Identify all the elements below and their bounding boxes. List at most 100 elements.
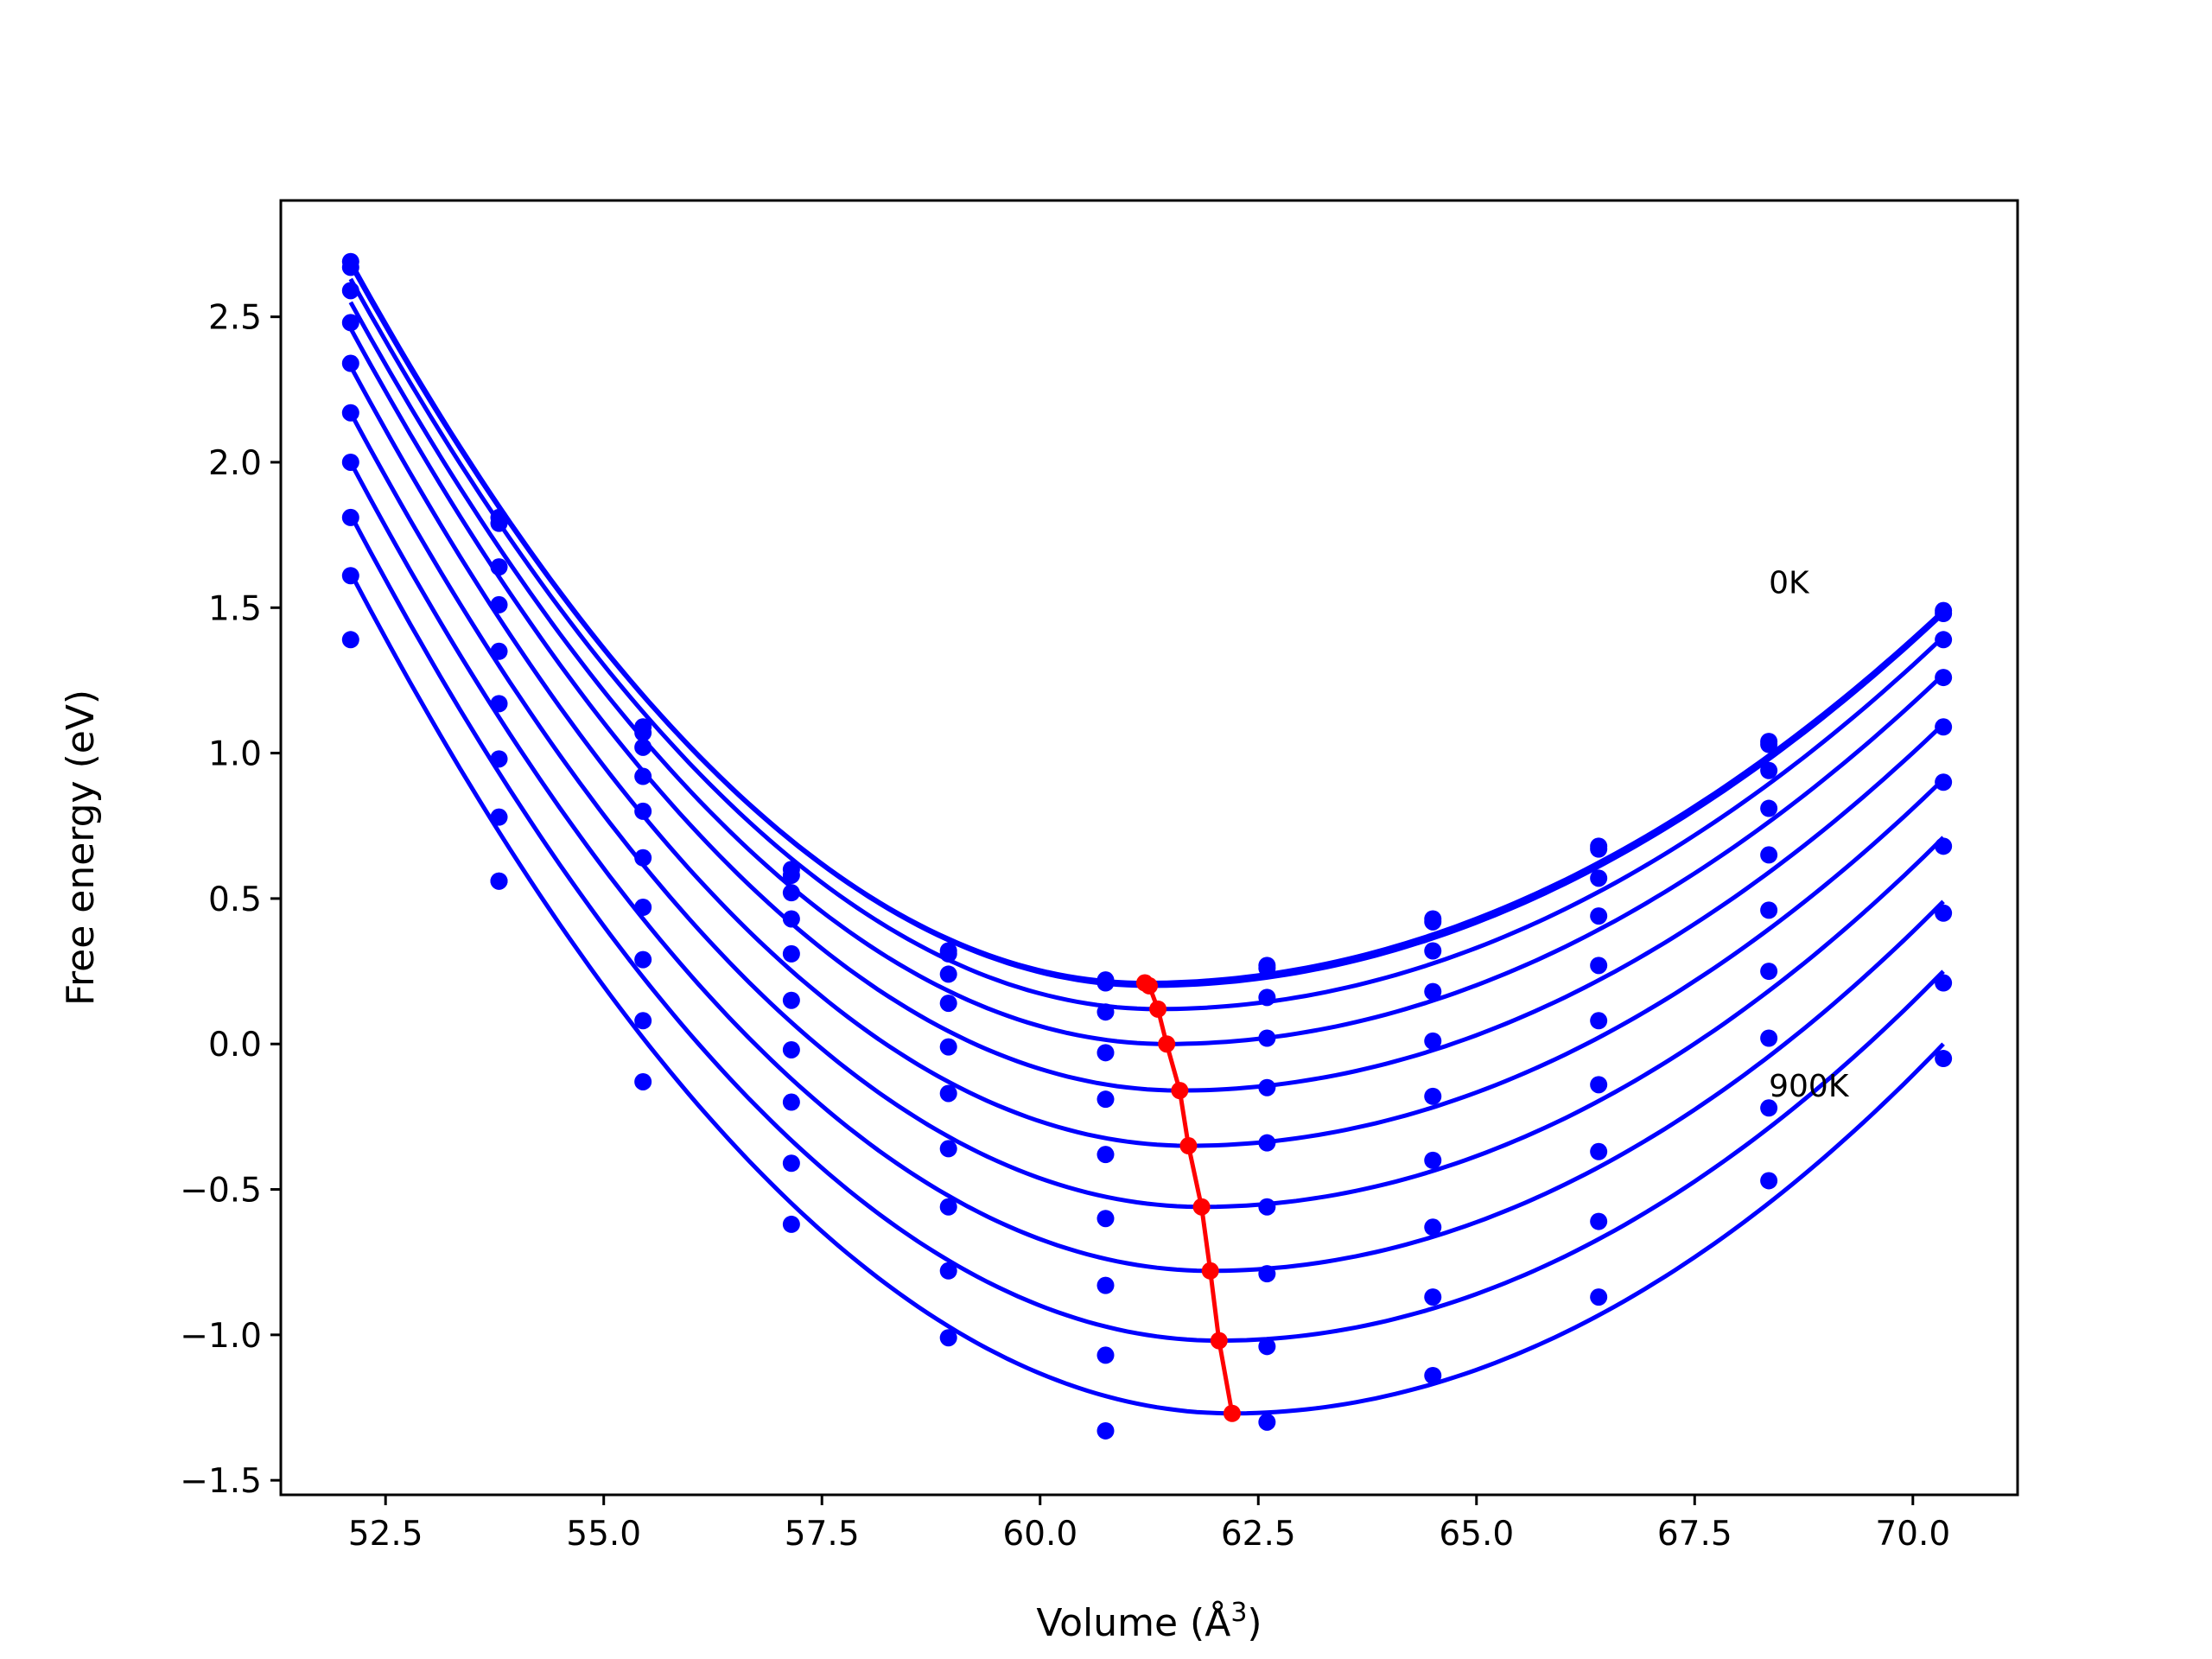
data-point-5-8 xyxy=(1590,1012,1608,1030)
data-point-3-4 xyxy=(939,995,957,1013)
data-point-5-10 xyxy=(1935,773,1953,791)
fitted-curves xyxy=(348,260,1945,1416)
data-point-5-5 xyxy=(1096,1146,1115,1164)
x-axis-label-superscript: 3 xyxy=(1230,1598,1247,1628)
x-tick-label-6: 67.5 xyxy=(1657,1515,1732,1554)
y-tick-label-6: 1.5 xyxy=(208,589,262,628)
y-tick-label-7: 2.0 xyxy=(208,444,262,483)
minima-point-4 xyxy=(1171,1082,1189,1100)
data-point-7-2 xyxy=(634,950,652,969)
data-point-2-6 xyxy=(1258,988,1276,1007)
data-point-7-6 xyxy=(1258,1265,1276,1283)
data-point-6-9 xyxy=(1760,963,1778,981)
curve-9 xyxy=(348,571,1945,1416)
data-point-8-6 xyxy=(1258,1338,1276,1356)
annotations: 0K 900K xyxy=(1769,565,1850,1103)
y-tick-label-8: 2.5 xyxy=(208,299,262,338)
y-axis-label: Free energy (eV) xyxy=(59,690,103,1006)
data-point-9-10 xyxy=(1935,1050,1953,1068)
data-point-2-5 xyxy=(1096,1003,1115,1021)
x-tick-label-5: 65.0 xyxy=(1439,1515,1514,1554)
y-tick-label-5: 1.0 xyxy=(208,735,262,774)
data-point-8-7 xyxy=(1424,1288,1442,1306)
x-tick-label-2: 57.5 xyxy=(785,1515,860,1554)
data-point-1-1 xyxy=(490,514,508,532)
curve-1 xyxy=(348,263,1945,988)
data-point-9-2 xyxy=(634,1072,652,1090)
data-point-2-9 xyxy=(1760,761,1778,779)
minima-point-8 xyxy=(1210,1332,1228,1350)
data-point-9-1 xyxy=(490,872,508,890)
data-point-6-3 xyxy=(782,1040,800,1058)
data-point-3-5 xyxy=(1096,1044,1115,1062)
data-point-4-7 xyxy=(1424,1032,1442,1050)
data-point-1-5 xyxy=(1096,974,1115,992)
data-point-5-9 xyxy=(1760,901,1778,919)
data-point-1-7 xyxy=(1424,912,1442,931)
plot-frame xyxy=(279,199,2019,1497)
curve-5 xyxy=(348,365,1945,1148)
data-point-3-2 xyxy=(634,767,652,785)
data-point-5-3 xyxy=(782,991,800,1009)
data-point-7-1 xyxy=(490,808,508,826)
minima-point-7 xyxy=(1201,1262,1219,1280)
y-axis-ticks: −1.5 −1.0 −0.5 0.0 0.5 1.0 1.5 2.0 2.5 xyxy=(180,299,281,1501)
data-point-1-8 xyxy=(1590,840,1608,858)
data-point-4-9 xyxy=(1760,846,1778,864)
data-point-9-5 xyxy=(1096,1421,1115,1440)
data-point-4-0 xyxy=(341,354,359,372)
curve-2 xyxy=(348,277,1945,1012)
data-point-2-3 xyxy=(782,884,800,902)
data-point-3-1 xyxy=(490,595,508,613)
annotation-0: 0K xyxy=(1769,565,1810,601)
data-point-6-10 xyxy=(1935,837,1953,855)
data-point-8-9 xyxy=(1760,1099,1778,1117)
minima-point-5 xyxy=(1179,1137,1198,1155)
data-point-5-7 xyxy=(1424,1087,1442,1105)
x-tick-label-3: 60.0 xyxy=(1002,1515,1077,1554)
data-point-1-6 xyxy=(1258,959,1276,977)
data-point-4-4 xyxy=(939,1038,957,1056)
minima-point-2 xyxy=(1149,1000,1167,1018)
data-point-4-6 xyxy=(1258,1078,1276,1096)
data-point-5-1 xyxy=(490,695,508,713)
data-point-6-5 xyxy=(1096,1210,1115,1228)
data-point-7-5 xyxy=(1096,1276,1115,1294)
curve-0 xyxy=(348,260,1945,985)
data-point-3-7 xyxy=(1424,982,1442,1001)
minima-line xyxy=(1143,981,1235,1414)
x-axis-label-main: Volume (Å xyxy=(1036,1599,1230,1645)
data-point-1-0 xyxy=(341,258,359,276)
data-point-2-1 xyxy=(490,558,508,576)
data-point-6-4 xyxy=(939,1140,957,1158)
x-tick-label-1: 55.0 xyxy=(566,1515,641,1554)
data-point-4-1 xyxy=(490,642,508,660)
x-axis-label-end: ) xyxy=(1247,1601,1262,1645)
curve-6 xyxy=(348,411,1945,1210)
x-tick-label-4: 62.5 xyxy=(1221,1515,1296,1554)
data-point-2-0 xyxy=(341,282,359,300)
data-point-8-0 xyxy=(341,567,359,585)
data-point-3-10 xyxy=(1935,669,1953,687)
data-point-1-10 xyxy=(1935,605,1953,623)
data-point-9-9 xyxy=(1760,1172,1778,1190)
data-point-2-2 xyxy=(634,738,652,756)
data-point-3-8 xyxy=(1590,907,1608,925)
data-point-6-7 xyxy=(1424,1151,1442,1169)
data-point-3-3 xyxy=(782,910,800,928)
curve-4 xyxy=(348,327,1945,1093)
data-point-4-10 xyxy=(1935,718,1953,736)
data-points xyxy=(341,252,1953,1440)
minima-point-6 xyxy=(1192,1198,1211,1216)
y-tick-label-4: 0.5 xyxy=(208,880,262,919)
data-point-4-5 xyxy=(1096,1090,1115,1109)
annotation-1: 900K xyxy=(1769,1069,1850,1104)
data-point-9-4 xyxy=(939,1329,957,1347)
y-tick-label-0: −1.5 xyxy=(180,1462,262,1501)
data-point-1-2 xyxy=(634,724,652,742)
data-point-7-9 xyxy=(1760,1029,1778,1047)
data-point-7-4 xyxy=(939,1198,957,1216)
minima-point-3 xyxy=(1158,1035,1176,1053)
data-point-1-3 xyxy=(782,866,800,884)
